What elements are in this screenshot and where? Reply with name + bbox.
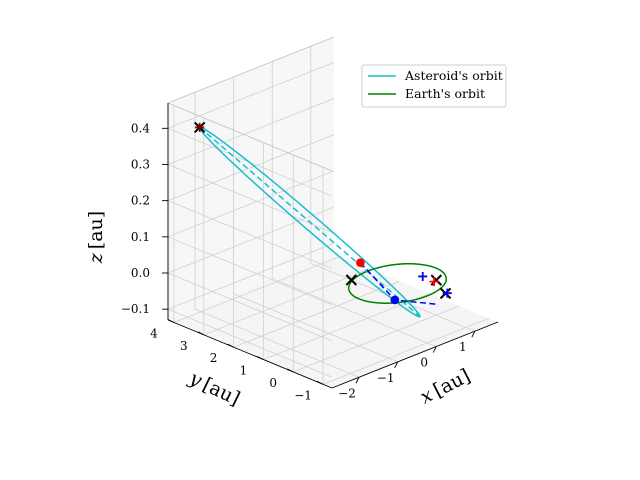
- y-tick-label-2: 1: [240, 364, 248, 378]
- z-axis-label: z[au]: [85, 211, 107, 264]
- grid-z-back-0: [167, 242, 335, 310]
- grid-y-floor-5: [173, 256, 341, 323]
- y-tick-mark-0: [316, 380, 324, 385]
- legend: Asteroid's orbit Earth's orbit: [361, 64, 507, 108]
- y-axis-line: [167, 319, 333, 389]
- x-axis-line: [331, 321, 499, 389]
- y-tick-label-0: −1: [294, 388, 312, 402]
- z-tick-label-4: 0.3: [131, 157, 150, 171]
- z-tick-label-5: 0.4: [131, 121, 150, 135]
- y-tick-label-4: 3: [180, 339, 188, 353]
- grid-z-left-0: [167, 308, 333, 378]
- grid-z-back-3: [167, 134, 335, 202]
- grid-y-floor-1: [293, 305, 460, 373]
- series-1-line: [347, 263, 447, 304]
- y-tick-mark-1: [287, 368, 294, 373]
- legend-label-earth: Earth's orbit: [405, 86, 485, 101]
- grid-z-left-1: [167, 272, 333, 342]
- x-tick-mark-0: [355, 377, 360, 384]
- y-tick-label-1: 0: [269, 376, 277, 390]
- x-tick-label-0: −2: [338, 386, 356, 400]
- grid-x-floor-0: [194, 308, 360, 378]
- pane-back: [168, 37, 334, 320]
- grid-z-back-5: [167, 61, 335, 129]
- marker-plus-6: [418, 271, 428, 281]
- x-tick-mark-2: [432, 346, 437, 353]
- dashed-line-0: [199, 126, 421, 318]
- z-tick-label-1: 0.0: [131, 266, 150, 280]
- marker-plus-7: [442, 288, 452, 298]
- y-tick-label-3: 2: [210, 351, 218, 365]
- marker-x-2: [430, 274, 443, 286]
- grid-lines: [167, 46, 490, 385]
- y-axis-label: y[au]: [185, 367, 243, 411]
- grid-z-back-1: [167, 206, 335, 274]
- y-tick-label-5: 4: [150, 326, 158, 340]
- legend-box: [361, 64, 507, 108]
- z-tick-label-3: 0.2: [131, 194, 150, 208]
- x-tick-mark-1: [394, 361, 399, 369]
- plot-area: [193, 121, 452, 318]
- x-axis-label: x[au]: [417, 365, 474, 409]
- grid-y-floor-0: [322, 317, 490, 385]
- x-tick-label-3: 1: [459, 340, 467, 354]
- grid-x-floor-2: [272, 278, 437, 347]
- grid-y-floor-4: [203, 268, 370, 336]
- axis-lines: [162, 36, 499, 389]
- grid-y-floor-2: [263, 293, 430, 360]
- legend-label-asteroid: Asteroid's orbit: [404, 68, 503, 83]
- y-tick-mark-2: [257, 356, 264, 360]
- tick-labels: −2 −1 0 1 −1 0 1 2 3 4−0.1 0.0 0.1 0.2 0.3 0.4: [121, 121, 467, 402]
- grid-y-floor-3: [233, 280, 400, 348]
- pane-edge-left-top: [167, 102, 333, 172]
- marker-dot-8: [356, 258, 365, 268]
- marker-plus-5: [429, 277, 439, 287]
- grid-x-floor-1: [233, 293, 398, 363]
- z-tick-label-2: 0.1: [131, 230, 150, 244]
- x-tick-label-1: −1: [377, 371, 395, 385]
- grid-z-back-4: [167, 98, 335, 165]
- x-tick-label-2: 0: [420, 356, 428, 370]
- x-tick-mark-3: [471, 331, 476, 338]
- grid-z-left-3: [167, 200, 333, 270]
- grid-z-back-2: [167, 170, 335, 238]
- marker-plus-4: [195, 122, 205, 132]
- y-tick-mark-3: [227, 343, 234, 348]
- y-tick-mark-4: [197, 331, 204, 336]
- grid-z-left-2: [167, 236, 333, 306]
- pane-edge-back-top: [167, 36, 335, 104]
- z-tick-label-0: −0.1: [121, 302, 150, 316]
- grid-z-left-4: [167, 164, 333, 233]
- marker-x-1: [345, 274, 358, 286]
- y-tick-mark-5: [167, 319, 175, 323]
- marker-dot-9: [390, 295, 400, 305]
